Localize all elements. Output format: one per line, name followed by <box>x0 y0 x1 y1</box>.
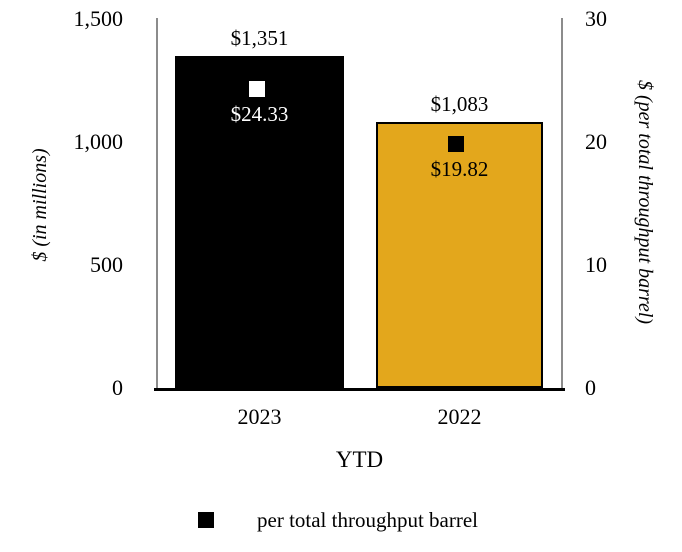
y-axis-left-tick-500: 500 <box>90 252 123 277</box>
x-axis-category-2022: 2022 <box>437 404 482 429</box>
y-axis-right-tick-10: 10 <box>585 252 607 277</box>
bar-2022 <box>376 121 543 388</box>
y-axis-left-line <box>156 18 158 391</box>
y-axis-right-tick-20: 20 <box>585 129 607 154</box>
y-axis-right-title: $ (per total throughput barrel) <box>634 79 656 325</box>
point-value-label-2022: $19.82 <box>430 157 489 182</box>
y-axis-left-tick-1500: 1,500 <box>73 6 124 31</box>
x-axis-category-2023: 2023 <box>237 404 282 429</box>
point-marker-2022 <box>448 136 464 153</box>
y-axis-right-tick-30: 30 <box>585 6 607 31</box>
y-axis-left-tick-0: 0 <box>112 375 123 400</box>
legend-square-swatch-icon <box>198 512 214 528</box>
point-value-label-2023: $24.33 <box>230 101 289 126</box>
bar-value-label-2023: $1,351 <box>230 25 289 50</box>
bar-value-label-2022: $1,083 <box>430 91 489 116</box>
x-axis-title: YTD <box>335 447 384 472</box>
x-axis-line <box>154 388 565 391</box>
y-axis-left-title: $ (in millions) <box>29 148 51 262</box>
bar-2023 <box>175 55 344 388</box>
legend-label: per total throughput barrel <box>257 508 479 532</box>
y-axis-right-tick-0: 0 <box>585 375 596 400</box>
y-axis-left-tick-1000: 1,000 <box>73 129 124 154</box>
y-axis-right-line <box>561 18 563 391</box>
point-marker-2023 <box>249 80 265 97</box>
